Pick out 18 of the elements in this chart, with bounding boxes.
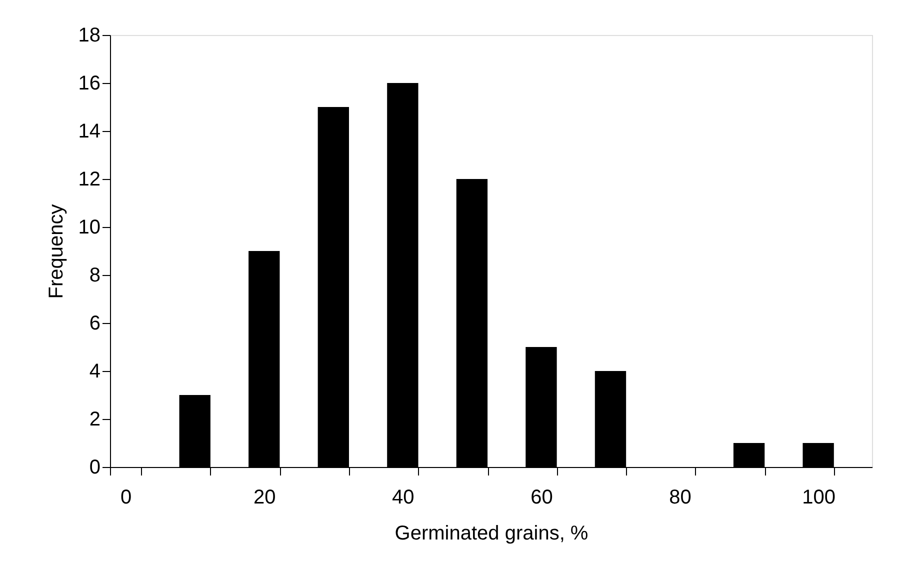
y-tick-label: 14: [78, 120, 100, 142]
x-axis-title: Germinated grains, %: [394, 522, 588, 544]
x-tick-label: 80: [669, 486, 692, 508]
y-tick-label: 12: [78, 168, 100, 190]
y-tick-label: 16: [78, 72, 100, 94]
y-tick-label: 4: [89, 360, 100, 382]
y-tick-label: 18: [78, 24, 100, 46]
y-tick-label: 8: [89, 264, 100, 286]
x-tick-label: 60: [530, 486, 553, 508]
y-axis-title: Frequency: [45, 204, 68, 299]
x-tick-label: 100: [802, 486, 836, 508]
y-tick-label: 10: [78, 216, 100, 238]
y-tick-label: 6: [89, 312, 100, 334]
y-tick-label: 2: [89, 408, 100, 430]
x-tick-label: 0: [120, 486, 132, 508]
x-tick-label: 40: [392, 486, 414, 508]
y-tick-label: 0: [89, 456, 100, 478]
x-tick-label: 20: [254, 486, 276, 508]
